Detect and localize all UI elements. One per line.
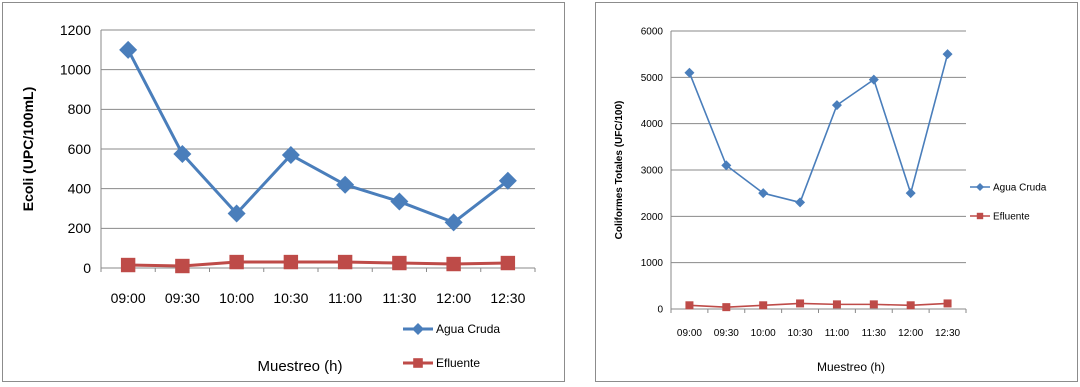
data-point-efluente	[392, 255, 407, 271]
data-point-agua-cruda	[721, 160, 732, 171]
series-line-agua-cruda	[688, 53, 949, 204]
x-tick-label: 11:00	[328, 290, 362, 306]
data-point-efluente	[500, 255, 516, 271]
data-point-agua-cruda	[498, 171, 517, 190]
data-point-agua-cruda	[173, 144, 192, 163]
data-point-agua-cruda	[831, 100, 842, 111]
ecoli-chart-panel: 0 200 400 600 800 1000 1200 09:00 09:30 10:00 10:3…	[2, 2, 565, 382]
data-point-agua-cruda	[281, 145, 300, 164]
x-tick-label: 12:00	[898, 328, 923, 339]
legend-marker	[413, 358, 423, 368]
data-point-efluente	[869, 300, 878, 309]
x-tick-label: 09:00	[677, 328, 702, 339]
y-axis-label: Coliformes Totales (UFC/100)	[614, 101, 625, 240]
x-tick-label: 10:30	[788, 328, 813, 339]
x-axis-label: Muestreo (h)	[257, 358, 342, 375]
y-tick-label: 400	[68, 181, 92, 197]
y-axis-label: Ecoli (UPC/100mL)	[20, 87, 36, 211]
data-point-agua-cruda	[390, 192, 409, 211]
data-point-efluente	[943, 299, 952, 308]
data-point-efluente	[283, 254, 299, 270]
y-tick-label: 6000	[641, 27, 664, 38]
y-tick-label: 4000	[641, 119, 664, 130]
x-tick-label: 11:00	[825, 328, 850, 339]
x-tick-label: 09:00	[111, 290, 146, 306]
series-line-agua-cruda	[126, 49, 509, 224]
coliformes-chart: 0 1000 2000 3000 4000 5000 6000 09:00 09:30 10:00…	[614, 27, 1047, 375]
legend-marker	[412, 323, 424, 335]
x-tick-label: 10:00	[219, 290, 254, 306]
legend-marker	[976, 183, 984, 191]
data-point-efluente	[906, 301, 915, 310]
data-point-efluente	[685, 301, 694, 310]
y-tick-label: 5000	[641, 73, 664, 84]
data-point-agua-cruda	[227, 204, 246, 223]
x-tick-label: 11:30	[382, 290, 416, 306]
data-point-efluente	[759, 301, 768, 310]
y-tick-label: 0	[657, 305, 663, 316]
data-point-agua-cruda	[942, 49, 953, 60]
data-point-agua-cruda	[336, 175, 355, 194]
data-point-efluente	[832, 300, 841, 309]
x-tick-label: 09:30	[165, 290, 200, 306]
x-tick-label: 11:30	[862, 328, 887, 339]
x-tick-label: 12:00	[436, 290, 471, 306]
x-axis-label: Muestreo (h)	[817, 360, 885, 374]
y-tick-label: 2000	[641, 212, 664, 223]
y-tick-label: 1200	[60, 22, 91, 38]
y-tick-label: 1000	[60, 62, 91, 78]
data-point-agua-cruda	[905, 188, 916, 199]
data-point-efluente	[229, 254, 244, 270]
data-point-efluente	[120, 257, 136, 273]
data-point-agua-cruda	[758, 188, 769, 199]
x-tick-label: 12:30	[935, 328, 960, 339]
legend-label: Agua Cruda	[993, 183, 1047, 194]
data-point-agua-cruda	[684, 67, 695, 78]
x-tick-label: 12:30	[490, 290, 525, 306]
y-tick-label: 1000	[641, 258, 664, 269]
y-tick-label: 3000	[641, 166, 664, 177]
series-line-efluente	[128, 260, 508, 268]
x-tick-label: 10:30	[273, 290, 308, 306]
coliformes-chart-panel: 0 1000 2000 3000 4000 5000 6000 09:00 09:30 10:00…	[595, 2, 1078, 382]
data-point-efluente	[446, 256, 461, 272]
ecoli-chart: 0 200 400 600 800 1000 1200 09:00 09:30 10:00 10:3…	[20, 22, 536, 375]
legend-label: Efluente	[993, 212, 1030, 223]
x-tick-label: 10:00	[751, 328, 776, 339]
data-point-agua-cruda	[868, 74, 879, 85]
data-point-efluente	[337, 254, 353, 270]
y-tick-label: 0	[83, 260, 91, 276]
data-point-agua-cruda	[795, 197, 806, 208]
data-point-efluente	[175, 258, 190, 274]
y-tick-label: 200	[68, 220, 92, 236]
legend-label: Efluente	[436, 356, 480, 370]
series-line-efluente	[689, 302, 948, 308]
legend-label: Agua Cruda	[436, 322, 500, 336]
data-point-efluente	[796, 299, 805, 308]
y-tick-label: 600	[68, 141, 92, 157]
data-point-agua-cruda	[444, 213, 463, 232]
x-tick-label: 09:30	[714, 328, 739, 339]
legend-marker	[976, 212, 984, 220]
data-point-efluente	[722, 303, 731, 312]
data-point-agua-cruda	[119, 40, 138, 59]
y-tick-label: 800	[68, 101, 92, 117]
